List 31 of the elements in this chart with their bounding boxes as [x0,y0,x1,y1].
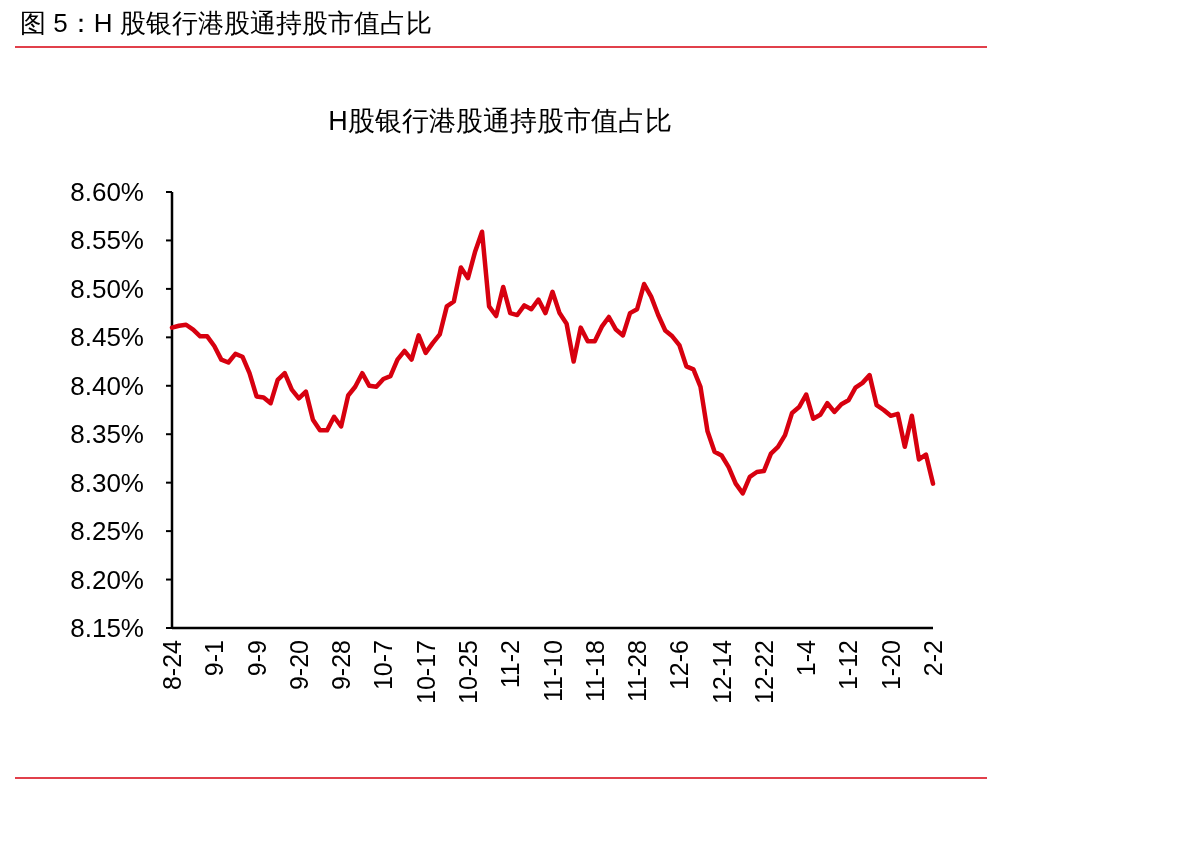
x-tick-label: 9-1 [200,640,229,677]
x-tick-label: 9-20 [284,640,313,691]
y-tick-label: 8.15% [70,613,144,643]
y-tick-label: 8.25% [70,516,144,547]
x-tick-label: 9-9 [242,640,271,677]
x-tick-label: 10-25 [453,640,482,704]
x-tick-label: 11-2 [496,640,525,689]
y-tick-label: 8.20% [70,564,144,595]
x-tick-label: 10-7 [369,640,398,691]
chart-title: H股银行港股通持股市值占比 [328,106,672,136]
x-tick-label: 11-18 [580,640,609,703]
y-tick-label: 8.45% [70,322,144,353]
y-tick-label: 8.60% [70,177,144,207]
x-tick-label: 1-4 [792,639,821,677]
y-tick-label: 8.50% [70,273,144,304]
x-tick-label: 11-10 [538,640,567,703]
caption: 图 5：H 股银行港股通持股市值占比 [20,8,432,38]
x-tick-label: 9-28 [327,640,356,691]
x-tick-label: 11-28 [623,640,652,703]
y-tick-label: 8.40% [70,370,144,401]
x-tick-label: 12-14 [707,639,736,704]
x-tick-label: 1-20 [876,640,905,691]
x-tick-label: 10-17 [411,640,440,704]
x-tick-label: 8-24 [158,639,186,691]
x-tick-label: 2-2 [919,640,947,677]
x-tick-label: 1-12 [834,640,863,691]
y-tick-label: 8.30% [70,467,144,498]
x-tick-label: 12-22 [749,640,778,704]
y-tick-label: 8.55% [70,225,144,256]
y-tick-label: 8.35% [70,419,144,450]
x-tick-label: 12-6 [665,640,694,691]
